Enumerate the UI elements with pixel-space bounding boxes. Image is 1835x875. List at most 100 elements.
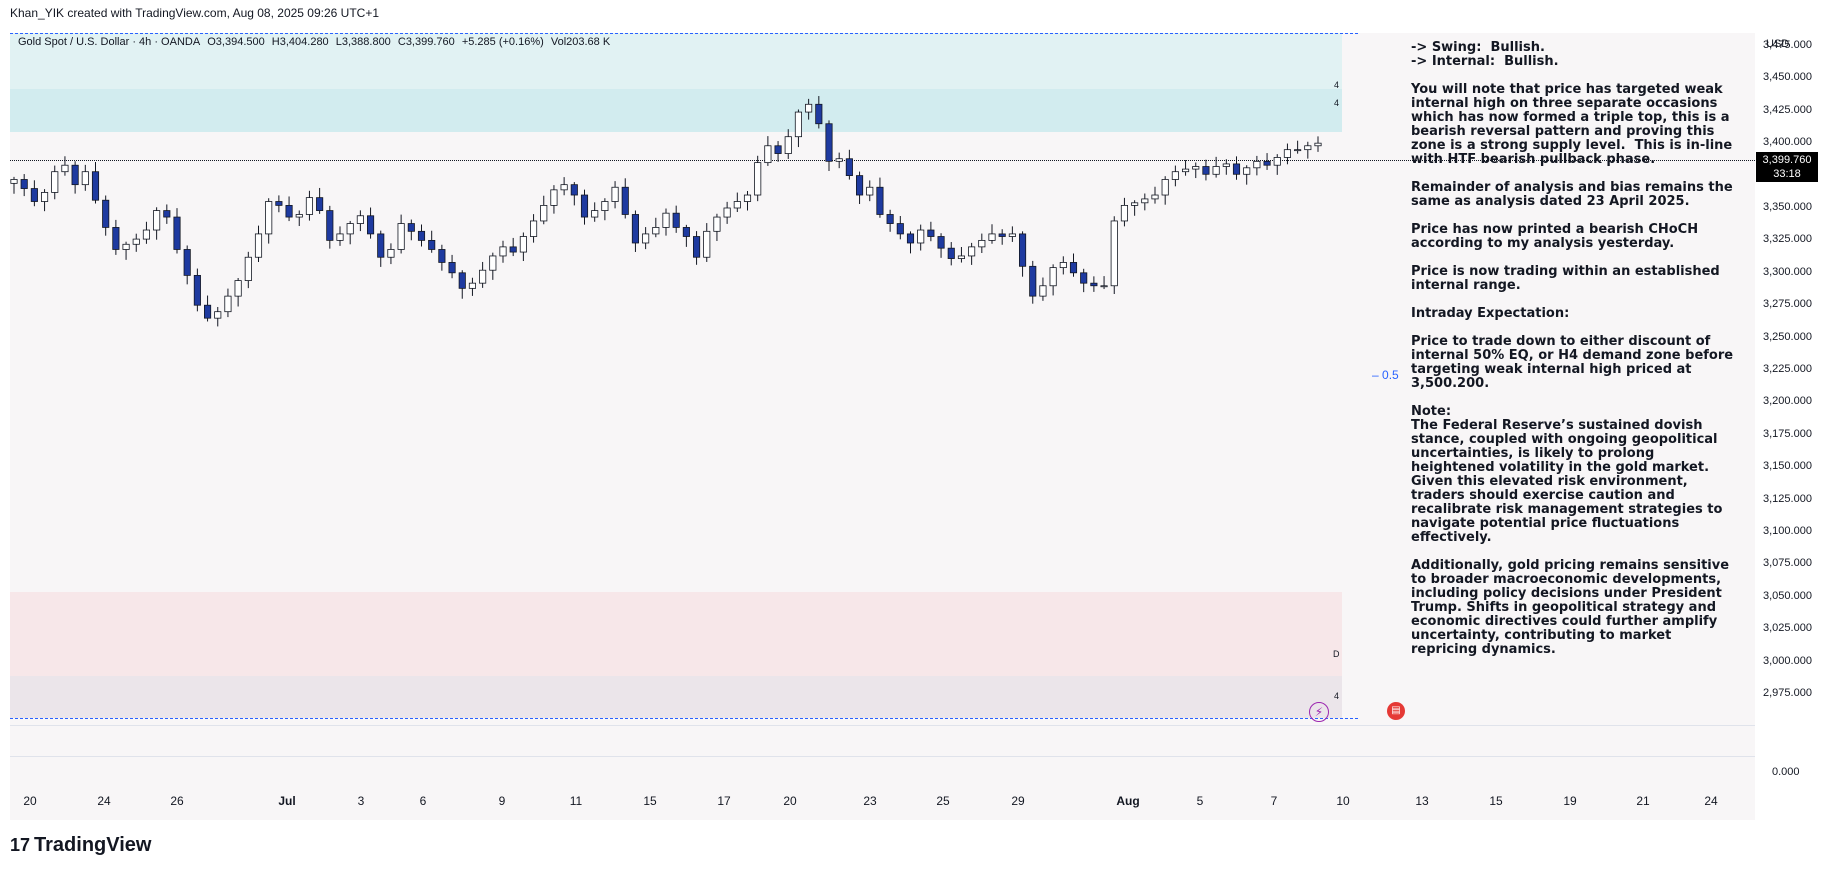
candle <box>856 171 864 204</box>
time-tick-8: 15 <box>643 794 657 808</box>
candle <box>591 202 599 222</box>
price-tick-11: 3,200.000 <box>1763 395 1812 408</box>
candle <box>1039 277 1047 301</box>
supply-zone-tag-top: 4 <box>1334 80 1340 90</box>
price-tick-8: 3,275.000 <box>1763 298 1812 311</box>
candle <box>1222 159 1230 175</box>
candle <box>937 233 945 258</box>
candle <box>20 174 28 197</box>
pane-separator-bottom <box>10 756 1755 757</box>
internal-bias: -> Internal: Bullish. <box>1411 54 1559 69</box>
candle <box>580 189 589 225</box>
candle <box>1008 226 1016 242</box>
candle <box>122 241 130 260</box>
demand-zone-outer <box>10 592 1342 676</box>
candle <box>693 231 701 265</box>
candle <box>153 207 161 240</box>
candle <box>978 233 986 254</box>
candle <box>71 161 79 194</box>
candle <box>61 156 69 176</box>
candle <box>1182 160 1190 176</box>
candle <box>845 149 853 180</box>
supply-zone-inner <box>10 89 1342 132</box>
time-tick-2: 26 <box>170 794 184 808</box>
candle <box>672 205 680 233</box>
candle <box>947 242 955 266</box>
candle <box>1171 165 1179 187</box>
us-flag-event-icon[interactable]: ▤ <box>1387 702 1405 720</box>
time-tick-6: 9 <box>498 794 506 808</box>
currency-label[interactable]: USD <box>1766 38 1790 50</box>
tradingview-logo: 17 TradingView <box>10 834 151 857</box>
candle <box>1232 156 1241 180</box>
chart-creator-header: Khan_YIK created with TradingView.com, A… <box>10 6 380 20</box>
price-tick-7: 3,300.000 <box>1763 265 1812 278</box>
candle <box>988 224 996 244</box>
time-tick-4: 3 <box>357 794 365 808</box>
note-paragraph-5: Intraday Expectation: <box>1411 306 1570 321</box>
candle <box>1294 140 1302 154</box>
candle <box>102 195 110 236</box>
time-tick-18: 13 <box>1415 794 1429 808</box>
candle <box>550 185 558 214</box>
price-tick-6: 3,325.000 <box>1763 233 1812 246</box>
candle <box>367 207 375 239</box>
time-tick-9: 17 <box>717 794 731 808</box>
candle <box>30 180 38 207</box>
candle <box>458 270 466 299</box>
time-tick-16: 7 <box>1270 794 1278 808</box>
candle <box>499 240 507 263</box>
demand-zone-tag-bottom: 4 <box>1334 691 1340 701</box>
price-tick-17: 3,050.000 <box>1763 589 1812 602</box>
candle <box>754 155 762 202</box>
change-value: +5.285 (+0.16%) <box>461 36 544 48</box>
candle <box>886 209 894 232</box>
candle <box>1100 276 1108 290</box>
candle <box>214 306 222 327</box>
candle <box>438 244 446 271</box>
demand-dashed-line <box>10 718 1358 719</box>
lightning-event-icon[interactable]: ⚡ <box>1309 702 1329 722</box>
candle <box>876 177 884 218</box>
candle <box>1080 268 1088 293</box>
symbol-legend[interactable]: Gold Spot / U.S. Dollar · 4h · OANDA O3,… <box>18 36 614 48</box>
time-tick-11: 23 <box>863 794 877 808</box>
candle <box>530 214 538 243</box>
open-value: O3,394.500 <box>207 36 265 48</box>
time-tick-13: 29 <box>1011 794 1025 808</box>
note-title: Note: <box>1411 404 1452 419</box>
price-tick-10: 3,225.000 <box>1763 363 1812 376</box>
candle <box>1151 186 1159 204</box>
time-tick-17: 10 <box>1336 794 1350 808</box>
price-tick-12: 3,175.000 <box>1763 427 1812 440</box>
candle <box>387 243 395 265</box>
candle <box>774 141 782 162</box>
candle <box>163 204 171 224</box>
candle <box>703 223 711 262</box>
candle <box>1049 264 1057 296</box>
candle <box>896 216 904 240</box>
candle <box>1253 155 1261 176</box>
candle <box>662 208 670 236</box>
time-tick-1: 24 <box>97 794 111 808</box>
price-tick-15: 3,100.000 <box>1763 525 1812 538</box>
candle <box>428 230 436 253</box>
candle <box>417 224 426 247</box>
volume-zero-label: 0.000 <box>1772 766 1800 778</box>
volume-value: Vol203.68 K <box>550 36 611 48</box>
candle <box>183 245 191 285</box>
candle <box>10 176 18 194</box>
time-tick-20: 19 <box>1563 794 1577 808</box>
candle <box>1029 260 1037 304</box>
low-value: L3,388.800 <box>335 36 391 48</box>
fib-level-value: 0.5 <box>1382 368 1399 382</box>
price-tick-9: 3,250.000 <box>1763 330 1812 343</box>
price-tick-1: 3,450.000 <box>1763 71 1812 84</box>
current-price-value: 3,399.760 <box>1762 154 1812 166</box>
candle <box>968 242 976 265</box>
candle <box>621 178 629 219</box>
candle <box>631 210 639 252</box>
candle <box>957 246 965 263</box>
candle <box>1192 162 1200 179</box>
candle <box>794 109 802 148</box>
